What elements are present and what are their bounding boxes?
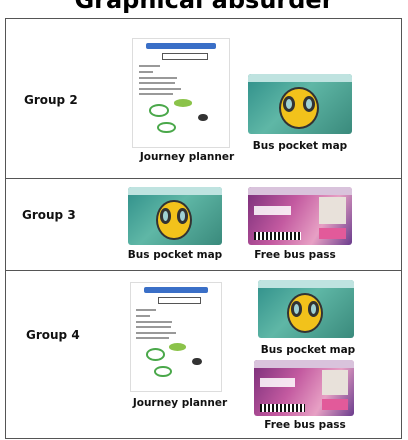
image-caption: Bus pocket map	[252, 140, 348, 152]
bus-pocket-map-image	[128, 187, 222, 245]
bus-pocket-map-image	[258, 280, 354, 338]
page-title: Graphical absurder	[74, 0, 334, 14]
row-divider	[5, 270, 402, 271]
image-caption: Free bus pass	[254, 249, 336, 261]
journey-planner-image	[132, 38, 230, 148]
group-label: Group 4	[26, 328, 80, 342]
table	[5, 18, 402, 439]
image-caption: Journey planner	[139, 151, 235, 163]
free-bus-pass-image	[248, 187, 352, 245]
image-caption: Journey planner	[132, 397, 228, 409]
bus-pocket-map-image	[248, 74, 352, 134]
journey-planner-image	[130, 282, 222, 392]
image-caption: Bus pocket map	[127, 249, 223, 261]
free-bus-pass-image	[254, 360, 354, 416]
row-divider	[5, 178, 402, 179]
group-label: Group 2	[24, 93, 78, 107]
image-caption: Free bus pass	[264, 419, 346, 431]
image-caption: Bus pocket map	[260, 344, 356, 356]
group-label: Group 3	[22, 208, 76, 222]
